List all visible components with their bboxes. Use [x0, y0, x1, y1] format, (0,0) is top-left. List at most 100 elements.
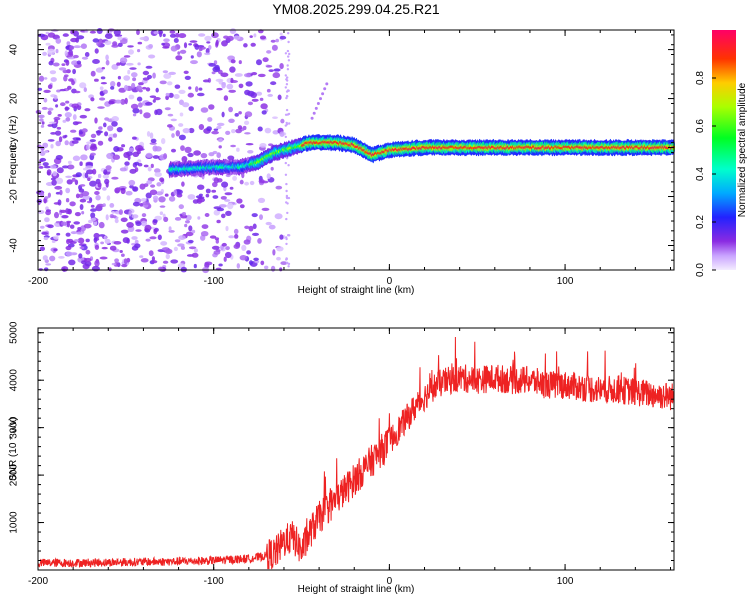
snr-y-ticks: 5000 4000 3000 2000 1000: [9, 321, 674, 562]
noise-point: [285, 257, 288, 261]
noise-point: [45, 42, 51, 46]
noise-point: [233, 244, 240, 249]
noise-point: [118, 209, 123, 215]
noise-point: [211, 245, 220, 250]
noise-point: [113, 146, 120, 152]
noise-point: [220, 72, 229, 78]
noise-point: [235, 128, 243, 134]
noise-point: [193, 150, 202, 156]
noise-point: [261, 207, 270, 211]
noise-point: [72, 68, 76, 75]
noise-point: [285, 201, 288, 204]
noise-point: [225, 251, 232, 259]
noise-point: [221, 111, 225, 118]
noise-point: [48, 60, 54, 66]
snr-background: [38, 328, 674, 570]
noise-point: [115, 187, 121, 192]
noise-point: [221, 40, 228, 47]
noise-point: [312, 111, 316, 115]
noise-point: [105, 165, 112, 170]
noise-point: [73, 45, 82, 49]
noise-point: [53, 248, 58, 252]
noise-point: [171, 133, 175, 138]
noise-point: [225, 246, 230, 251]
noise-point: [272, 249, 276, 256]
noise-point: [75, 172, 82, 178]
noise-point: [110, 81, 116, 87]
noise-point: [187, 92, 194, 98]
noise-point: [191, 252, 199, 258]
noise-point: [164, 193, 169, 197]
noise-point: [151, 256, 155, 262]
noise-point: [245, 143, 254, 146]
noise-point: [74, 179, 79, 186]
y-tick-label: -20: [9, 189, 20, 204]
colorbar-ticks: 0.0 0.2 0.4 0.6 0.8: [695, 71, 716, 277]
noise-point: [49, 255, 56, 262]
noise-point: [65, 175, 72, 178]
noise-point: [127, 69, 131, 75]
spectrogram-frame: [37, 29, 675, 271]
noise-point: [65, 100, 70, 104]
noise-point: [284, 135, 287, 139]
noise-point: [244, 132, 251, 135]
noise-point: [143, 112, 151, 119]
noise-point: [89, 180, 97, 187]
noise-point: [233, 35, 241, 40]
noise-point: [264, 265, 269, 270]
noise-point: [135, 229, 142, 232]
noise-point: [64, 134, 68, 138]
noise-point: [73, 54, 79, 59]
noise-point: [79, 204, 84, 210]
noise-point: [285, 236, 288, 239]
noise-point: [134, 239, 139, 244]
noise-point: [198, 87, 203, 91]
noise-point: [163, 153, 168, 160]
noise-point: [285, 217, 288, 221]
noise-point: [229, 28, 237, 34]
noise-point: [111, 64, 119, 70]
noise-point: [228, 89, 236, 93]
noise-point: [285, 189, 288, 193]
noise-point: [113, 29, 121, 36]
noise-point: [137, 62, 141, 66]
noise-point: [150, 184, 156, 188]
noise-point: [108, 137, 113, 142]
noise-point: [244, 111, 253, 118]
noise-point: [41, 232, 49, 235]
noise-point: [198, 33, 206, 37]
noise-point: [131, 245, 139, 251]
noise-point: [319, 97, 322, 101]
noise-point: [245, 81, 253, 87]
noise-point: [101, 246, 108, 250]
spectrogram-panel: -200 -100 0 100 40 20 0 -20 -40 Height of strai…: [8, 28, 675, 296]
noise-point: [174, 239, 181, 243]
noise-point: [71, 140, 79, 144]
noise-point: [216, 125, 222, 130]
noise-point: [140, 198, 147, 202]
noise-point: [66, 220, 71, 224]
noise-point: [190, 60, 198, 65]
noise-point: [42, 142, 49, 148]
noise-point: [201, 224, 209, 230]
noise-point: [215, 78, 224, 82]
noise-point: [165, 92, 170, 97]
noise-point: [90, 97, 95, 102]
noise-point: [179, 112, 184, 117]
noise-point: [56, 232, 61, 236]
noise-point: [153, 228, 158, 235]
noise-point: [178, 33, 187, 39]
noise-point: [67, 160, 72, 165]
noise-point: [213, 250, 221, 255]
noise-point: [102, 187, 107, 191]
noise-point: [92, 59, 100, 64]
noise-point: [103, 235, 107, 240]
noise-point: [279, 35, 287, 40]
noise-point: [123, 152, 130, 158]
noise-point: [84, 261, 92, 267]
noise-point: [80, 43, 87, 49]
noise-point: [198, 196, 205, 200]
noise-point: [216, 122, 225, 127]
noise-point: [128, 210, 132, 217]
noise-point: [154, 172, 162, 177]
